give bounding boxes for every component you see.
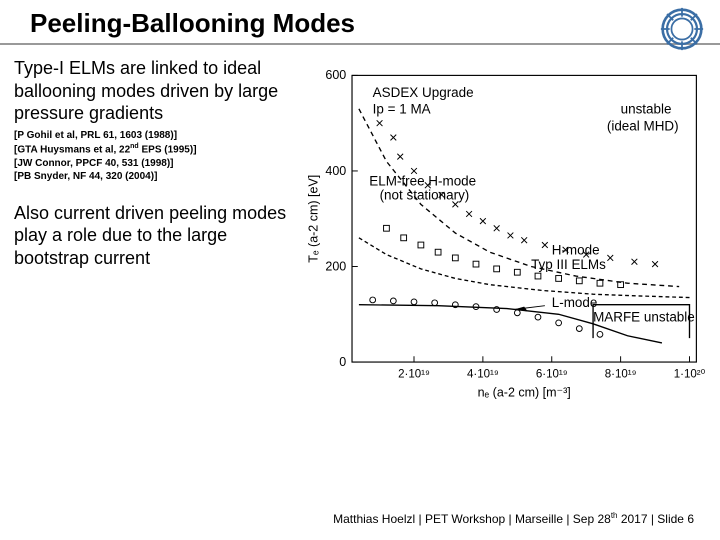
references-block: [P Gohil et al, PRL 61, 1603 (1988)] [GT… bbox=[14, 129, 294, 184]
footer-text: Matthias Hoelzl | PET Workshop | Marseil… bbox=[333, 512, 611, 526]
svg-text:400: 400 bbox=[325, 164, 346, 178]
svg-text:8·10¹⁹: 8·10¹⁹ bbox=[605, 368, 637, 380]
svg-text:2·10¹⁹: 2·10¹⁹ bbox=[398, 368, 430, 380]
svg-text:Typ III ELMs: Typ III ELMs bbox=[531, 257, 606, 272]
svg-text:unstable: unstable bbox=[621, 102, 672, 117]
title-bar: Peeling-Ballooning Modes bbox=[0, 0, 720, 45]
svg-text:600: 600 bbox=[325, 68, 346, 82]
svg-text:ELM-free H-mode: ELM-free H-mode bbox=[369, 173, 476, 188]
svg-text:(ideal MHD): (ideal MHD) bbox=[607, 118, 679, 133]
logo-icon bbox=[660, 7, 704, 56]
svg-text:Ip = 1 MA: Ip = 1 MA bbox=[373, 102, 431, 117]
svg-text:1·10²⁰: 1·10²⁰ bbox=[674, 368, 706, 380]
svg-text:0: 0 bbox=[339, 355, 346, 369]
slide-footer: Matthias Hoelzl | PET Workshop | Marseil… bbox=[333, 511, 694, 526]
paragraph-1: Type-I ELMs are linked to ideal ballooni… bbox=[14, 57, 294, 125]
svg-text:Tₑ (a-2 cm) [eV]: Tₑ (a-2 cm) [eV] bbox=[306, 175, 320, 263]
svg-text:H-mode: H-mode bbox=[552, 243, 600, 258]
slide-body: Type-I ELMs are linked to ideal ballooni… bbox=[0, 45, 720, 417]
slide-title: Peeling-Ballooning Modes bbox=[30, 8, 355, 38]
svg-text:ASDEX Upgrade: ASDEX Upgrade bbox=[373, 85, 474, 100]
ref-line: [PB Snyder, NF 44, 320 (2004)] bbox=[14, 170, 294, 184]
svg-text:L-mode: L-mode bbox=[552, 295, 598, 310]
paragraph-2: Also current driven peeling modes play a… bbox=[14, 202, 294, 270]
text-column: Type-I ELMs are linked to ideal ballooni… bbox=[14, 57, 294, 417]
svg-text:4·10¹⁹: 4·10¹⁹ bbox=[467, 368, 499, 380]
footer-text-2: 2017 | Slide 6 bbox=[617, 512, 694, 526]
svg-text:MARFE unstable: MARFE unstable bbox=[593, 309, 695, 324]
ref-line: [P Gohil et al, PRL 61, 1603 (1988)] bbox=[14, 129, 294, 143]
svg-text:6·10¹⁹: 6·10¹⁹ bbox=[536, 368, 568, 380]
svg-text:(not stationary): (not stationary) bbox=[380, 188, 470, 203]
svg-text:200: 200 bbox=[325, 259, 346, 273]
ref-line: [GTA Huysmans et al, 22nd EPS (1995)] bbox=[14, 142, 294, 157]
stability-chart: 0 200 400 600 2·10¹⁹ 4·10¹⁹ 6·10¹⁹ 8·10¹⁹ 1·10²⁰… bbox=[302, 57, 706, 417]
ref-line: [JW Connor, PPCF 40, 531 (1998)] bbox=[14, 157, 294, 171]
svg-text:nₑ (a-2 cm) [m⁻³]: nₑ (a-2 cm) [m⁻³] bbox=[478, 386, 571, 400]
